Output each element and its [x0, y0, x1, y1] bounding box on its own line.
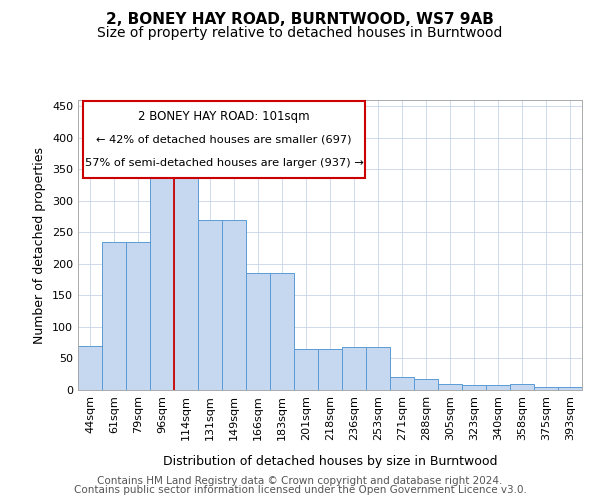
Bar	[83, 102, 365, 178]
Text: Contains public sector information licensed under the Open Government Licence v3: Contains public sector information licen…	[74, 485, 526, 495]
Bar	[486, 385, 510, 390]
Bar	[318, 349, 342, 390]
Bar	[438, 384, 462, 390]
Bar	[270, 274, 294, 390]
Text: 2 BONEY HAY ROAD: 101sqm: 2 BONEY HAY ROAD: 101sqm	[139, 110, 310, 124]
Bar	[462, 385, 486, 390]
Bar	[78, 346, 102, 390]
Bar	[390, 378, 414, 390]
Bar	[246, 274, 270, 390]
Y-axis label: Number of detached properties: Number of detached properties	[34, 146, 46, 344]
Text: Contains HM Land Registry data © Crown copyright and database right 2024.: Contains HM Land Registry data © Crown c…	[97, 476, 503, 486]
Bar	[102, 242, 126, 390]
Text: Distribution of detached houses by size in Burntwood: Distribution of detached houses by size …	[163, 454, 497, 468]
Text: 57% of semi-detached houses are larger (937) →: 57% of semi-detached houses are larger (…	[85, 158, 364, 168]
Text: 2, BONEY HAY ROAD, BURNTWOOD, WS7 9AB: 2, BONEY HAY ROAD, BURNTWOOD, WS7 9AB	[106, 12, 494, 28]
Bar	[342, 347, 366, 390]
Bar	[534, 388, 558, 390]
Text: ← 42% of detached houses are smaller (697): ← 42% of detached houses are smaller (69…	[97, 135, 352, 145]
Bar	[222, 220, 246, 390]
Bar	[126, 242, 150, 390]
Bar	[174, 156, 198, 390]
Bar	[558, 388, 582, 390]
Bar	[150, 156, 174, 390]
Bar	[198, 220, 222, 390]
Bar	[510, 384, 534, 390]
Bar	[294, 349, 318, 390]
Text: Size of property relative to detached houses in Burntwood: Size of property relative to detached ho…	[97, 26, 503, 40]
Bar	[414, 378, 438, 390]
Bar	[366, 347, 390, 390]
